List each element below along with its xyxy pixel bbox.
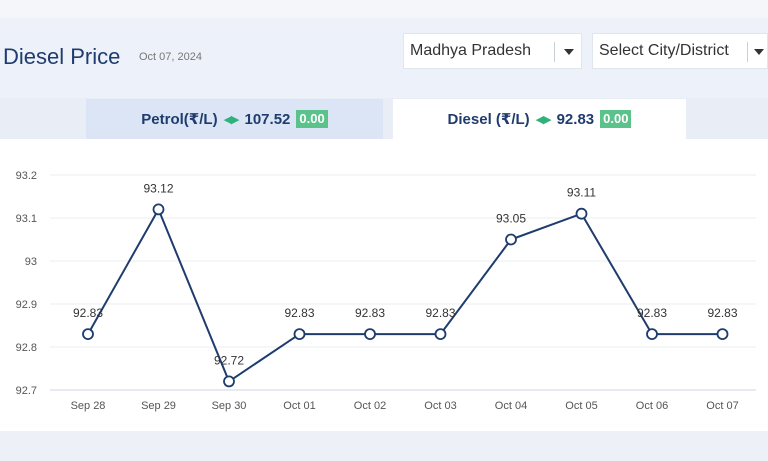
- data-point: [82, 328, 94, 341]
- x-tick-label: Sep 29: [141, 400, 176, 412]
- data-point: [646, 328, 658, 341]
- chevron-down-icon[interactable]: [754, 49, 764, 55]
- tab-petrol-value: 107.52: [244, 110, 291, 128]
- state-select-value: Madhya Pradesh: [410, 42, 531, 59]
- data-label: 92.83: [73, 306, 103, 320]
- data-label: 92.83: [707, 306, 737, 320]
- data-label: 93.12: [143, 181, 173, 195]
- tab-petrol-label: Petrol(₹/L): [141, 111, 218, 128]
- data-label: 92.72: [214, 353, 244, 367]
- x-tick-label: Oct 06: [636, 400, 668, 412]
- select-divider: [554, 42, 555, 62]
- y-tick-label: 93.1: [16, 213, 37, 225]
- x-tick-label: Sep 28: [71, 400, 106, 412]
- chevron-down-icon[interactable]: [564, 49, 574, 55]
- city-select[interactable]: Select City/District: [592, 33, 768, 69]
- select-divider: [747, 42, 748, 62]
- tab-diesel[interactable]: Diesel (₹/L) ◀▶ 92.83 0.00: [393, 99, 686, 139]
- series-line: [87, 207, 723, 383]
- data-label: 92.83: [637, 306, 667, 320]
- x-tick-label: Sep 30: [212, 400, 247, 412]
- data-label: 92.83: [425, 306, 455, 320]
- y-tick-label: 93.2: [16, 170, 37, 182]
- data-point: [575, 207, 588, 220]
- tab-diesel-change-badge: 0.00: [600, 110, 632, 128]
- data-point: [293, 328, 306, 341]
- data-point: [364, 328, 376, 341]
- y-tick-label: 93: [25, 256, 37, 268]
- x-tick-label: Oct 01: [283, 400, 315, 412]
- price-line-chart: 92.7 92.8 92.9 93 93.1 93.2 Sep 28 Sep 29 Sep 30…: [16, 170, 756, 412]
- data-point: [152, 203, 165, 216]
- data-label: 92.83: [284, 306, 314, 320]
- data-point: [505, 233, 517, 246]
- x-tick-label: Oct 04: [495, 400, 527, 412]
- x-tick-label: Oct 03: [424, 400, 456, 412]
- price-change-arrows-icon: ◀▶: [535, 113, 552, 126]
- state-select[interactable]: Madhya Pradesh: [403, 33, 582, 69]
- tab-petrol[interactable]: Petrol(₹/L) ◀▶ 107.52 0.00: [86, 99, 383, 139]
- bottom-strip: [0, 431, 768, 461]
- data-point: [434, 328, 447, 341]
- city-select-value: Select City/District: [599, 42, 729, 59]
- price-date: Oct 07, 2024: [139, 51, 202, 63]
- tab-diesel-label: Diesel (₹/L): [447, 111, 530, 128]
- x-tick-label: Oct 02: [354, 400, 386, 412]
- price-change-arrows-icon: ◀▶: [223, 113, 240, 126]
- y-tick-label: 92.7: [16, 385, 37, 397]
- page-title: Diesel Price: [3, 44, 121, 69]
- data-label: 93.05: [496, 212, 526, 226]
- chart-container: 92.7 92.8 92.9 93 93.1 93.2 Sep 28 Sep 29 Sep 30…: [0, 139, 768, 431]
- data-point: [223, 375, 235, 388]
- top-strip: [0, 0, 768, 18]
- data-label: 93.11: [567, 186, 596, 200]
- data-label: 92.83: [355, 306, 385, 320]
- y-tick-label: 92.8: [16, 342, 37, 354]
- y-tick-label: 92.9: [16, 299, 37, 311]
- x-tick-label: Oct 05: [565, 400, 597, 412]
- x-tick-label: Oct 07: [706, 400, 738, 412]
- tab-petrol-change-badge: 0.00: [296, 110, 328, 128]
- tab-diesel-value: 92.83: [556, 110, 595, 128]
- data-point: [716, 328, 729, 341]
